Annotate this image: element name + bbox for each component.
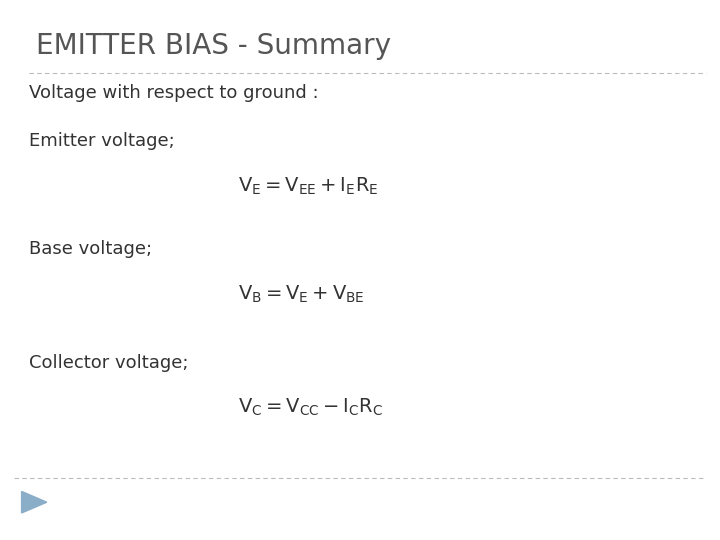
Text: $\mathregular{V_B = V_E + V_{BE}}$: $\mathregular{V_B = V_E + V_{BE}}$ [238, 284, 364, 305]
Text: Voltage with respect to ground :: Voltage with respect to ground : [29, 84, 318, 102]
Text: $\mathregular{V_E = V_{EE}+I_ER_E}$: $\mathregular{V_E = V_{EE}+I_ER_E}$ [238, 176, 378, 197]
Text: EMITTER BIAS - Summary: EMITTER BIAS - Summary [36, 32, 391, 60]
Polygon shape [22, 491, 47, 513]
Text: Base voltage;: Base voltage; [29, 240, 152, 258]
Text: Collector voltage;: Collector voltage; [29, 354, 189, 372]
Text: Emitter voltage;: Emitter voltage; [29, 132, 174, 150]
Text: $\mathregular{V_C = V_{CC} - I_CR_C}$: $\mathregular{V_C = V_{CC} - I_CR_C}$ [238, 397, 383, 418]
